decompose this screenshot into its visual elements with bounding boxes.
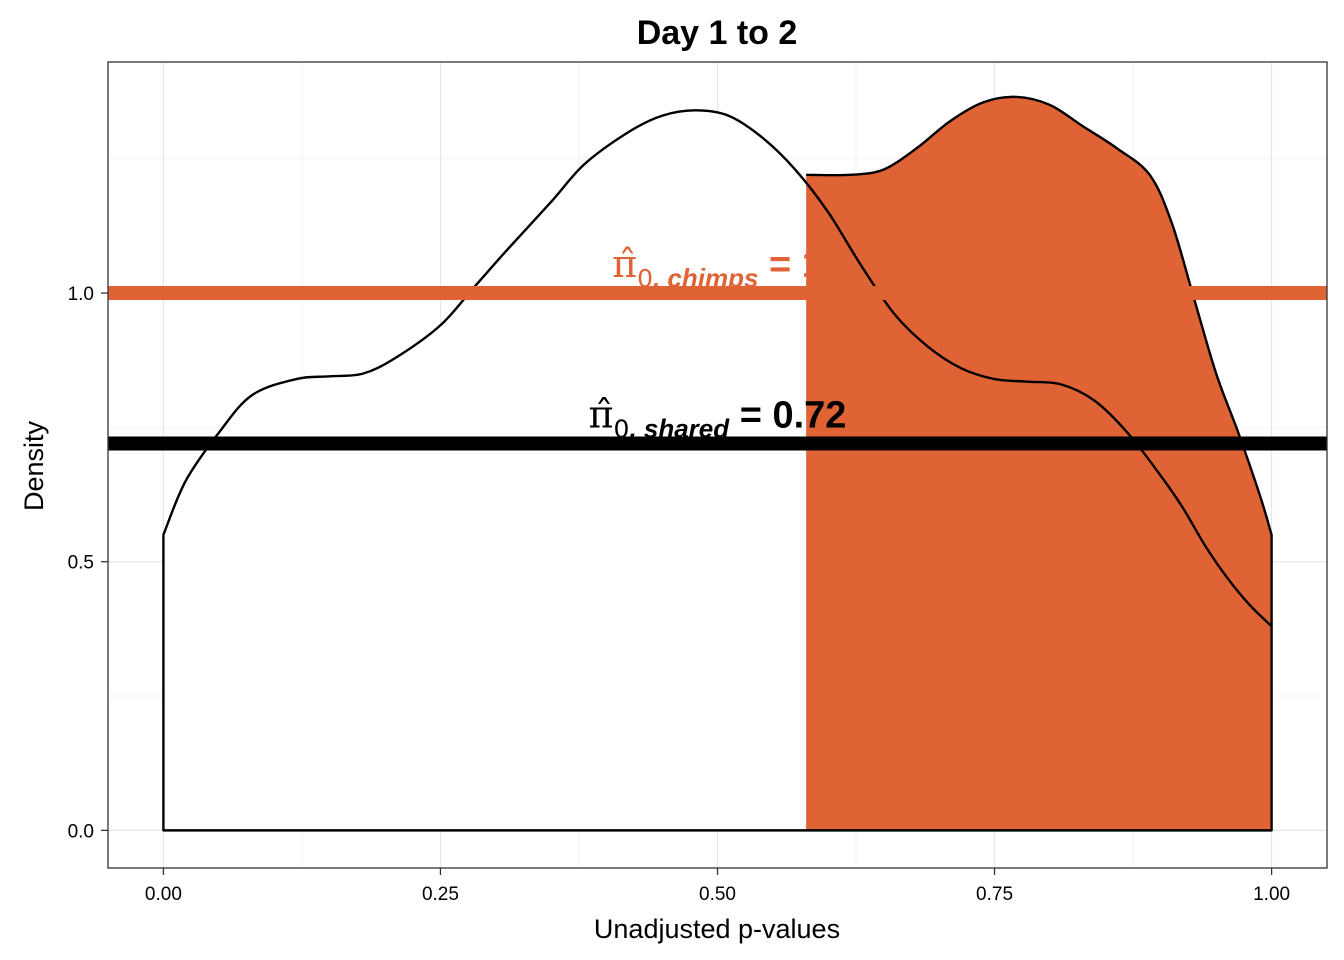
y-axis-ticks: 0.0 0.5 1.0	[68, 284, 108, 842]
annotation-equals: =	[758, 244, 801, 286]
chart-title: Day 1 to 2	[637, 14, 798, 52]
annotation-symbol: π̂	[612, 242, 637, 286]
outline-chimps-density	[806, 95, 1273, 627]
annotation-value: 0.72	[772, 394, 846, 436]
annotation-sub-text: , shared	[628, 413, 730, 443]
x-tick-label: 0.75	[976, 884, 1013, 905]
y-tick-label: 1.0	[68, 284, 94, 305]
annotation-value: 1	[802, 244, 823, 286]
y-axis-title: Density	[19, 420, 49, 511]
x-axis-ticks: 0.00 0.25 0.50 0.75 1.00	[145, 868, 1290, 905]
annotation-chimps: π̂0, chimps = 1	[612, 242, 823, 293]
area-chimps-density	[806, 96, 1272, 831]
annotation-sub-index: 0	[637, 264, 653, 293]
annotation-shared: π̂0, shared = 0.72	[589, 392, 847, 443]
x-tick-label: 0.50	[699, 884, 736, 905]
y-tick-label: 0.5	[68, 553, 94, 574]
x-axis-title: Unadjusted p-values	[594, 914, 840, 944]
annotations: π̂0, chimps = 1π̂0, shared = 0.72	[589, 242, 847, 443]
y-tick-label: 0.0	[68, 821, 94, 842]
reference-lines	[108, 286, 1327, 451]
outline-shared-density	[162, 109, 1273, 832]
x-tick-label: 0.25	[422, 884, 459, 905]
annotation-symbol: π̂	[589, 392, 614, 436]
x-tick-label: 0.00	[145, 884, 182, 905]
annotation-sub-text: , chimps	[652, 263, 758, 293]
x-tick-label: 1.00	[1253, 884, 1290, 905]
annotation-equals: =	[729, 394, 772, 436]
density-areas	[162, 95, 1273, 832]
annotation-sub-index: 0	[614, 414, 630, 443]
